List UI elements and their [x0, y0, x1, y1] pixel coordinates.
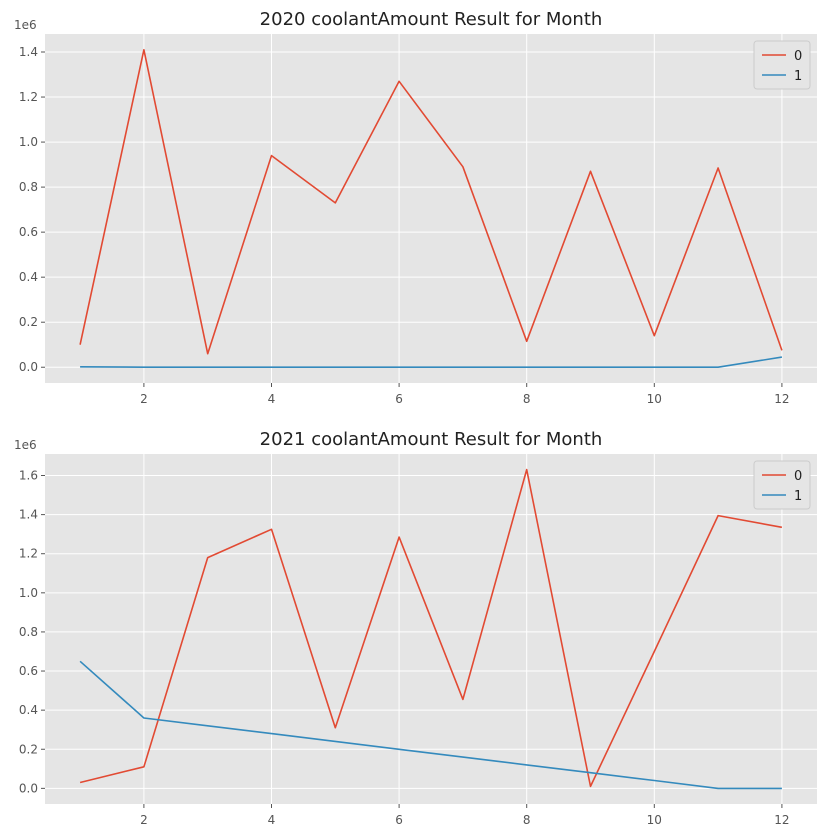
- y-tick-label-0.0: 0.0: [19, 781, 38, 795]
- series-line-0: [79, 48, 783, 355]
- plot-area: [45, 34, 817, 383]
- y-tick-label-0.2: 0.2: [19, 315, 38, 329]
- y-tick-label-0.6: 0.6: [19, 664, 38, 678]
- y-tick-label-0.8: 0.8: [19, 180, 38, 194]
- y-tick-label-0.4: 0.4: [19, 703, 38, 717]
- y-tick-label-1.0: 1.0: [19, 135, 38, 149]
- legend-box: [753, 460, 811, 510]
- series-line-1: [80, 356, 783, 369]
- legend: 01: [753, 460, 811, 510]
- series-line-1: [79, 660, 782, 790]
- x-tick-label-10: 10: [647, 813, 662, 827]
- x-tick-label-6: 6: [395, 392, 403, 406]
- y-tick-label-1.4: 1.4: [19, 45, 38, 59]
- legend-label-0: 0: [794, 469, 802, 484]
- x-tick-label-2: 2: [140, 392, 148, 406]
- y-tick-label-1.4: 1.4: [19, 508, 38, 522]
- y-tick-label-0.2: 0.2: [19, 742, 38, 756]
- y-tick-label-1.6: 1.6: [19, 469, 38, 483]
- legend: 01: [753, 40, 811, 90]
- legend-label-0: 0: [794, 49, 802, 64]
- y-tick-label-0.0: 0.0: [19, 360, 38, 374]
- y-tick-label-0.8: 0.8: [19, 625, 38, 639]
- y-tick-label-0.4: 0.4: [19, 270, 38, 284]
- x-tick-label-2: 2: [140, 813, 148, 827]
- x-tick-label-12: 12: [774, 392, 789, 406]
- x-tick-label-4: 4: [268, 392, 276, 406]
- x-tick-label-6: 6: [395, 813, 403, 827]
- legend-label-1: 1: [794, 489, 802, 504]
- chart-title: 2021 coolantAmount Result for Month: [260, 429, 603, 450]
- plot-area: [45, 454, 817, 804]
- y-tick-label-1.0: 1.0: [19, 586, 38, 600]
- legend-box: [753, 40, 811, 90]
- x-tick-label-12: 12: [774, 813, 789, 827]
- y-scale-label: 1e6: [14, 18, 37, 32]
- x-tick-label-8: 8: [523, 813, 531, 827]
- legend-label-1: 1: [794, 69, 802, 84]
- chart-title: 2020 coolantAmount Result for Month: [260, 9, 603, 30]
- x-tick-label-10: 10: [647, 392, 662, 406]
- y-tick-label-0.6: 0.6: [19, 225, 38, 239]
- series-line-0: [79, 468, 783, 788]
- x-tick-label-8: 8: [523, 392, 531, 406]
- y-tick-label-1.2: 1.2: [19, 547, 38, 561]
- y-scale-label: 1e6: [14, 438, 37, 452]
- y-tick-label-1.2: 1.2: [19, 90, 38, 104]
- x-tick-label-4: 4: [268, 813, 276, 827]
